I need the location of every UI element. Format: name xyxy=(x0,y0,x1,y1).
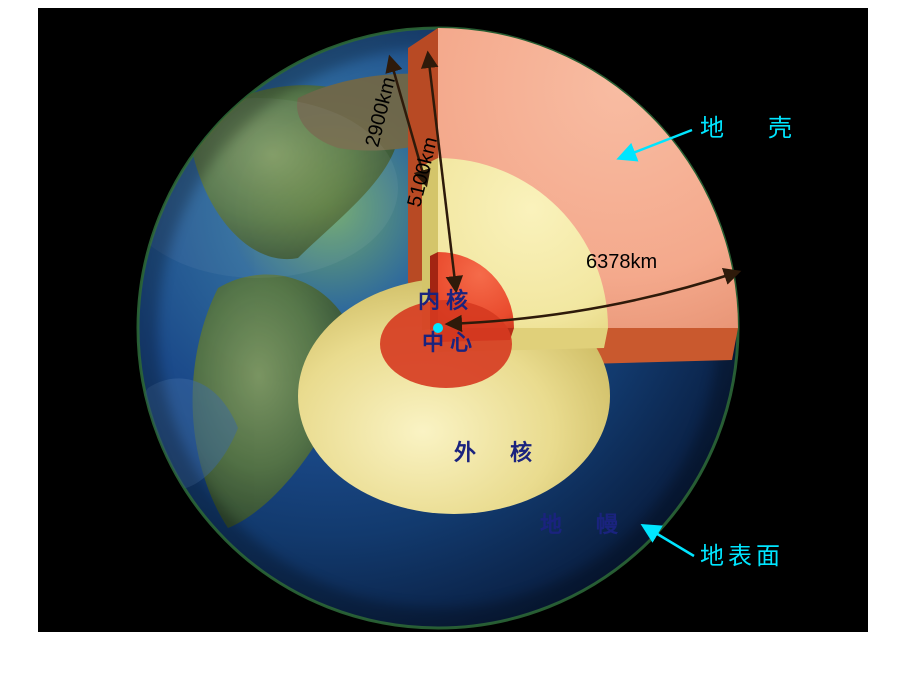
center-label: 中心 xyxy=(422,330,478,355)
mantle-label: 地 幔 xyxy=(540,512,624,537)
crust-label: 地 壳 xyxy=(700,115,802,142)
earth-cutaway-svg: 2900km 5100km 6378km 内核 中心 外 核 地 幔 地 壳 地… xyxy=(38,8,868,632)
depth-6378-label: 6378km xyxy=(586,251,657,273)
diagram-frame: 2900km 5100km 6378km 内核 中心 外 核 地 幔 地 壳 地… xyxy=(38,8,868,632)
inner-core-label: 内核 xyxy=(418,288,474,313)
outer-core-label: 外 核 xyxy=(454,440,538,465)
surface-label: 地表面 xyxy=(700,543,784,570)
